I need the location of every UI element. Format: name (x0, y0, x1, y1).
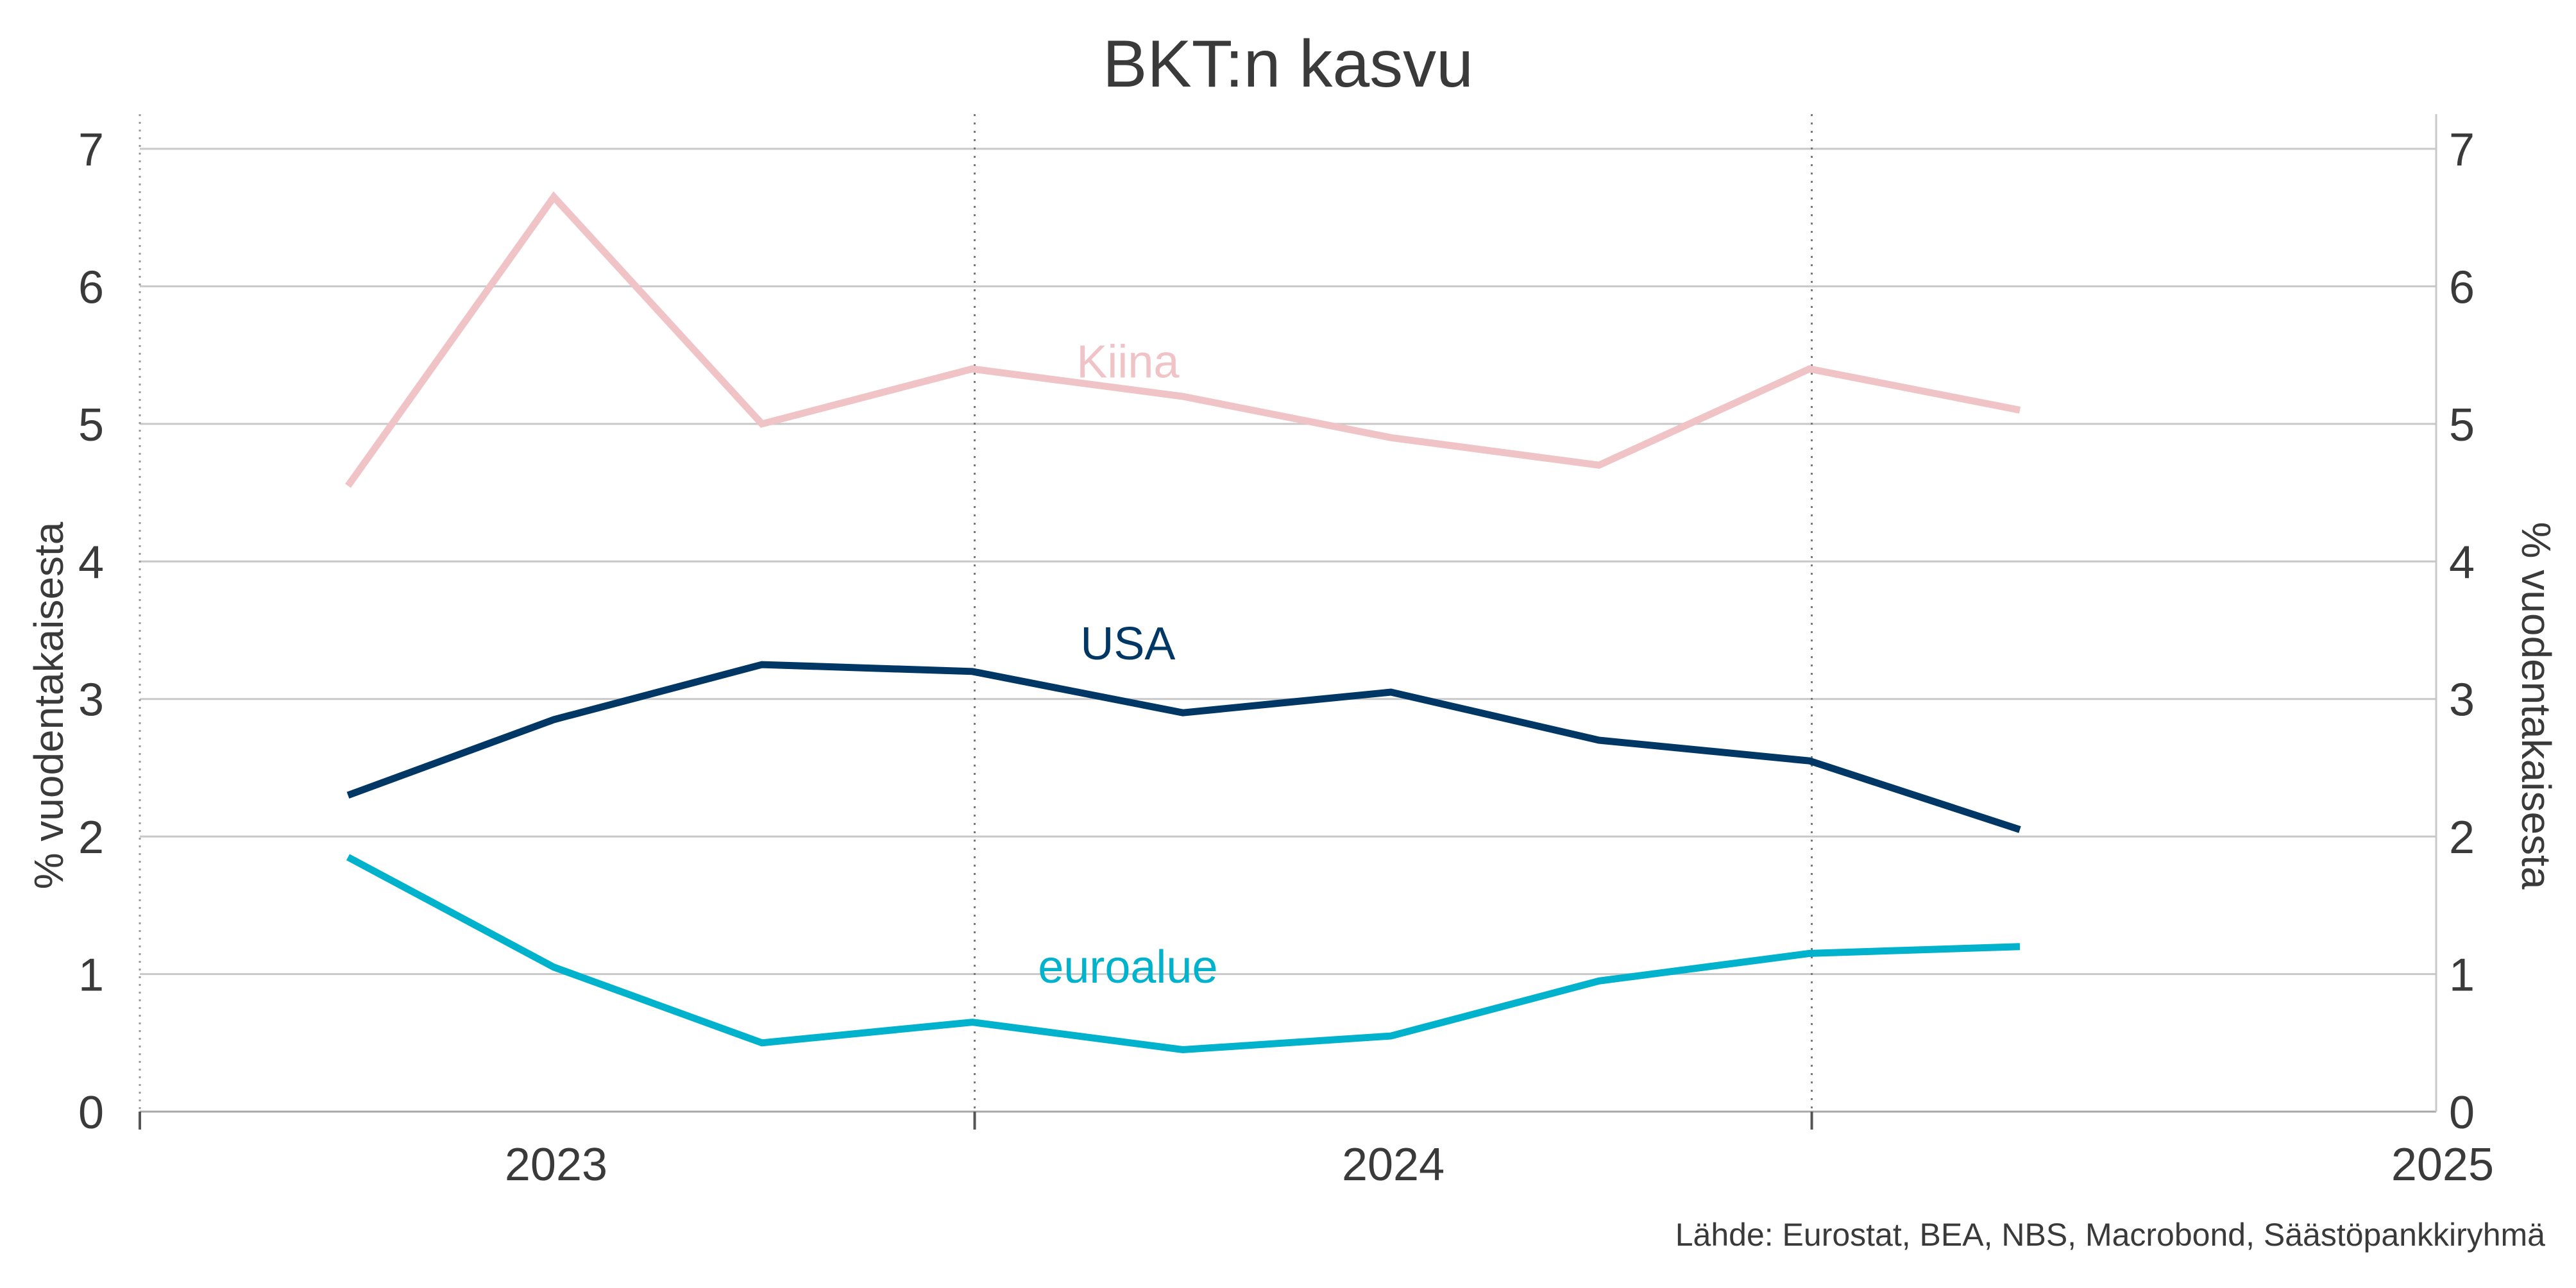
y-axis-label-right: % vuodentakaisesta (2513, 522, 2559, 890)
y-tick-label-right: 7 (2449, 124, 2475, 176)
y-tick-label-right: 6 (2449, 262, 2475, 313)
x-tick-label: 2025 (2391, 1139, 2494, 1191)
y-axis-label-left: % vuodentakaisesta (26, 521, 72, 889)
series-label-euroalue: euroalue (1038, 942, 1217, 993)
series-line-euroalue (346, 854, 2021, 1054)
y-tick-label-right: 5 (2449, 400, 2475, 451)
x-tick-label: 2023 (505, 1139, 607, 1191)
grid (140, 148, 2436, 1113)
source-note: Lähde: Eurostat, BEA, NBS, Macrobond, Sä… (1675, 1217, 2545, 1253)
y-tick-label-left: 0 (78, 1087, 104, 1139)
y-tick-label-right: 2 (2449, 812, 2475, 863)
series-labels: Kiina USA euroalue (1038, 336, 1217, 992)
x-tick-label: 2024 (1342, 1139, 1445, 1191)
x-tick-labels: 2023 2024 2025 (505, 1139, 2494, 1191)
series-label-kiina: Kiina (1076, 336, 1180, 387)
y-tick-label-left: 1 (78, 950, 104, 1001)
y-tick-label-left: 7 (78, 124, 104, 176)
y-tick-label-right: 4 (2449, 537, 2475, 588)
series-lines (345, 191, 2021, 1054)
y-tick-label-left: 6 (78, 262, 104, 313)
y-tick-label-left: 2 (78, 812, 104, 863)
year-separators (139, 114, 1813, 1130)
chart-title: BKT:n kasvu (1103, 27, 1473, 101)
series-label-usa: USA (1080, 618, 1175, 670)
y-tick-label-left: 4 (78, 537, 104, 588)
y-tick-labels: 0 0 1 1 2 2 3 3 4 4 5 5 6 6 7 7 (78, 124, 2475, 1139)
series-line-usa (346, 661, 2021, 833)
y-tick-label-left: 5 (78, 400, 104, 451)
y-tick-label-left: 3 (78, 675, 104, 726)
axes (139, 114, 2437, 1112)
series-line-kiina (345, 191, 2021, 488)
y-tick-label-right: 0 (2449, 1087, 2475, 1139)
y-tick-label-right: 3 (2449, 675, 2475, 726)
y-tick-label-right: 1 (2449, 950, 2475, 1001)
